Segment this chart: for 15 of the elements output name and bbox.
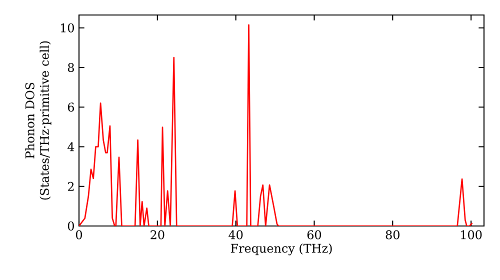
y-axis-title: Phonon DOS (States/THz·primitive cell): [25, 41, 52, 200]
y-tick-label: 10: [60, 23, 74, 32]
y-tick-label: 2: [68, 182, 74, 191]
x-tick-label: 100: [461, 230, 482, 240]
x-tick-label: 0: [76, 230, 82, 240]
x-axis-title: Frequency (THz): [230, 244, 332, 256]
line-series: [79, 24, 473, 226]
y-tick-label: 6: [68, 102, 74, 112]
x-tick-label: 20: [150, 230, 164, 240]
x-tick-label: 60: [307, 230, 322, 240]
x-tick-label: 80: [386, 230, 400, 240]
x-tick-label: 40: [228, 230, 243, 240]
y-tick-label: 0: [68, 221, 74, 231]
y-tick-label: 4: [68, 142, 74, 152]
y-tick-label: 8: [68, 62, 74, 72]
